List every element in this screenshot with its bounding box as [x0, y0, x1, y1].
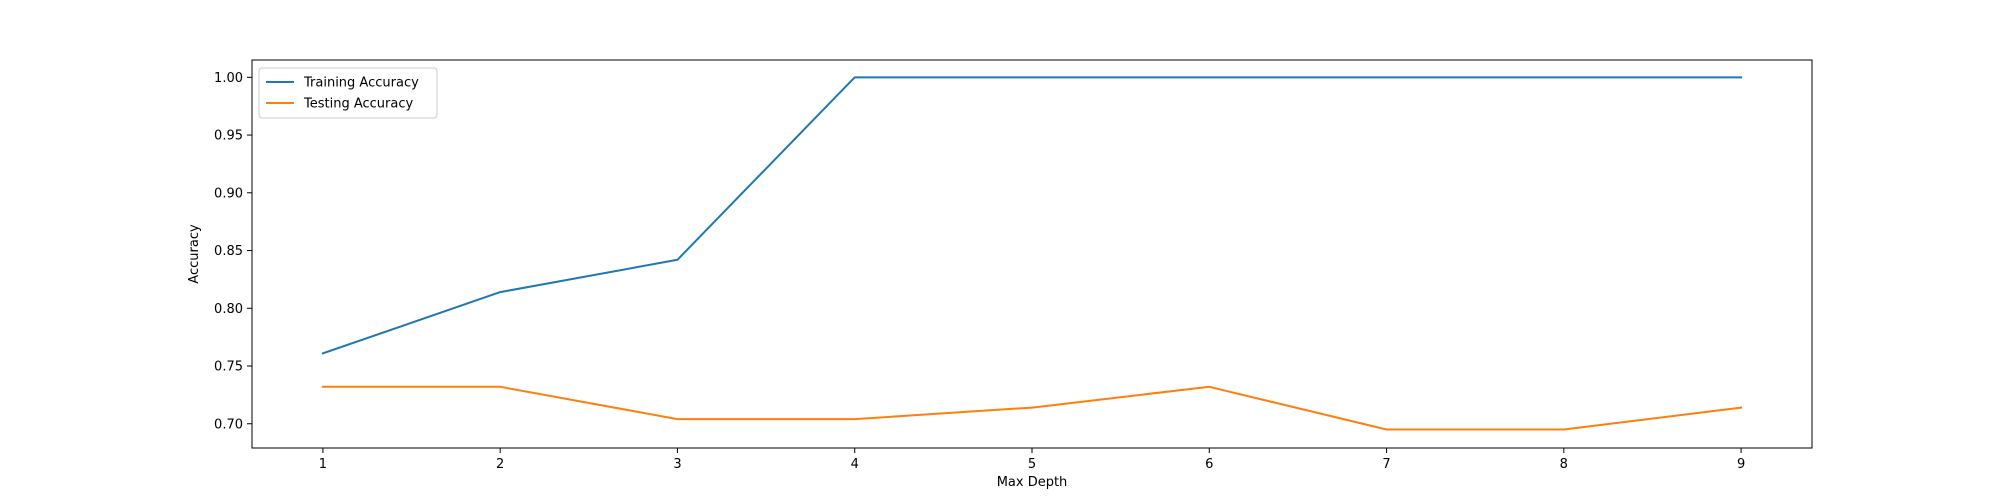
y-axis-title: Accuracy — [187, 224, 202, 284]
y-tick-label: 0.90 — [214, 186, 243, 201]
legend-label: Training Accuracy — [303, 76, 419, 91]
series-layer — [321, 76, 1743, 431]
x-tick-label: 8 — [1560, 457, 1568, 472]
x-tick-label: 4 — [851, 457, 859, 472]
legend: Training Accuracy Testing Accuracy — [258, 67, 438, 119]
x-tick-label: 7 — [1382, 457, 1390, 472]
series-line-1 — [321, 76, 1743, 355]
x-tick-label: 2 — [496, 457, 504, 472]
x-tick-label: 5 — [1028, 457, 1036, 472]
y-tick-label: 0.95 — [214, 129, 243, 144]
series-line-2 — [321, 385, 1743, 431]
axes-frame — [251, 59, 1813, 449]
x-axis: 1 2 3 4 5 6 7 8 9 — [319, 448, 1745, 472]
x-tick-label: 6 — [1205, 457, 1213, 472]
y-tick-label: 0.75 — [214, 360, 243, 375]
y-axis: 0.70 0.75 0.80 0.85 0.90 0.95 1.00 — [214, 71, 252, 432]
y-tick-label: 0.70 — [214, 417, 243, 432]
x-tick-label: 1 — [319, 457, 327, 472]
plot-area — [251, 59, 1813, 449]
x-tick-label: 3 — [673, 457, 681, 472]
y-tick-label: 0.85 — [214, 244, 243, 259]
x-tick-label: 9 — [1737, 457, 1745, 472]
y-tick-label: 0.80 — [214, 302, 243, 317]
legend-label: Testing Accuracy — [303, 97, 413, 112]
y-tick-label: 1.00 — [214, 71, 243, 86]
x-axis-title: Max Depth — [997, 475, 1068, 490]
legend-box — [258, 67, 438, 119]
